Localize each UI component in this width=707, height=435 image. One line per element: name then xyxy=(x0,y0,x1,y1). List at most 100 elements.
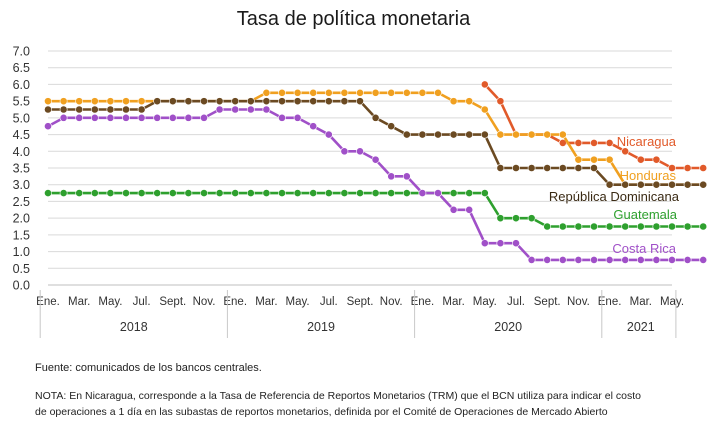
y-tick-label: 4.5 xyxy=(13,128,30,142)
data-point xyxy=(278,88,286,97)
series-label: República Dominicana xyxy=(549,189,680,204)
data-point xyxy=(496,214,505,223)
x-tick-label: May. xyxy=(98,296,122,308)
data-point xyxy=(137,97,146,106)
x-tick-label: Sept. xyxy=(347,296,374,308)
source-note: Fuente: comunicados de los bancos centra… xyxy=(35,362,262,374)
data-point xyxy=(75,97,84,106)
data-point xyxy=(106,105,115,114)
data-point xyxy=(278,97,286,106)
data-point xyxy=(683,180,692,189)
data-point xyxy=(340,189,349,197)
series-lines xyxy=(44,80,707,264)
x-tick-label: Ene. xyxy=(411,296,435,308)
data-point xyxy=(683,256,692,264)
data-point xyxy=(137,189,146,197)
data-point xyxy=(605,155,614,164)
data-point xyxy=(449,189,458,197)
data-point xyxy=(527,256,536,264)
data-point xyxy=(699,164,707,172)
data-point xyxy=(480,239,489,248)
data-point xyxy=(324,88,333,97)
y-tick-label: 3.0 xyxy=(13,178,30,192)
data-point xyxy=(480,189,489,197)
data-point xyxy=(512,239,520,248)
data-point xyxy=(652,222,661,231)
data-point xyxy=(418,88,427,97)
data-point xyxy=(590,155,598,164)
y-tick-label: 0.5 xyxy=(13,262,30,276)
data-point xyxy=(527,214,536,223)
data-point xyxy=(75,105,84,114)
data-point xyxy=(543,222,552,231)
series-label: Nicaragua xyxy=(617,134,677,149)
x-tick-label: Mar. xyxy=(630,296,652,308)
data-point xyxy=(621,256,630,264)
data-point xyxy=(558,222,567,231)
data-point xyxy=(699,222,707,231)
data-point xyxy=(59,113,68,122)
data-point xyxy=(480,105,489,114)
year-label: 2018 xyxy=(120,320,148,334)
data-point xyxy=(106,113,115,122)
data-point xyxy=(356,189,364,197)
data-point xyxy=(59,97,68,106)
data-point xyxy=(512,164,520,172)
data-point xyxy=(574,139,583,147)
data-point xyxy=(90,105,99,114)
data-point xyxy=(44,97,52,106)
x-tick-label: Nov. xyxy=(193,296,216,308)
data-point xyxy=(434,88,442,97)
x-tick-label: May. xyxy=(660,296,684,308)
data-point xyxy=(574,222,583,231)
data-point xyxy=(668,256,676,264)
data-point xyxy=(543,256,552,264)
data-point xyxy=(153,113,162,122)
y-tick-label: 2.5 xyxy=(13,195,30,209)
data-point xyxy=(652,180,661,189)
data-point xyxy=(402,88,411,97)
data-point xyxy=(231,189,240,197)
data-point xyxy=(59,105,68,114)
data-point xyxy=(434,130,442,139)
data-point xyxy=(137,113,146,122)
data-point xyxy=(512,214,520,223)
data-point xyxy=(184,189,193,197)
data-point xyxy=(683,164,692,172)
data-point xyxy=(309,122,318,131)
data-point xyxy=(387,122,396,131)
data-point xyxy=(90,189,99,197)
x-tick-label: Ene. xyxy=(598,296,622,308)
data-point xyxy=(449,130,458,139)
data-point xyxy=(558,139,567,147)
data-point xyxy=(246,189,255,197)
footnote-line-1: NOTA: En Nicaragua, corresponde a la Tas… xyxy=(35,390,641,402)
data-point xyxy=(44,122,52,131)
data-point xyxy=(200,97,208,106)
data-point xyxy=(543,130,552,139)
x-tick-label: May. xyxy=(286,296,310,308)
data-point xyxy=(324,130,333,139)
x-tick-label: Mar. xyxy=(255,296,277,308)
data-point xyxy=(153,97,162,106)
data-point xyxy=(387,189,396,197)
y-tick-label: 5.0 xyxy=(13,111,30,125)
series-label: Honduras xyxy=(620,168,677,183)
series-label: Guatemala xyxy=(613,207,677,222)
data-point xyxy=(621,180,630,189)
data-point xyxy=(262,189,271,197)
data-point xyxy=(590,164,598,172)
x-tick-label: Ene. xyxy=(36,296,60,308)
data-point xyxy=(137,105,146,114)
data-point xyxy=(496,239,505,248)
data-point xyxy=(465,97,474,106)
data-point xyxy=(371,189,380,197)
data-point xyxy=(59,189,68,197)
x-tick-label: Sept. xyxy=(534,296,561,308)
data-point xyxy=(356,147,364,156)
data-point xyxy=(44,105,52,114)
data-point xyxy=(605,256,614,264)
data-point xyxy=(402,189,411,197)
data-point xyxy=(153,189,162,197)
data-point xyxy=(44,189,52,197)
